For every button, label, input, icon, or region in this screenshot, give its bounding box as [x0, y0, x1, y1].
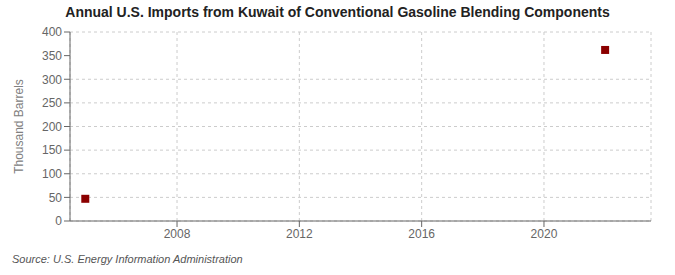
- html-text:Annual U.S. Imports from Kuwai: Annual U.S. Imports from Kuwait of Conve…: [65, 4, 610, 20]
- svg-text:2012: 2012: [286, 227, 313, 241]
- svg-text:2020: 2020: [531, 227, 558, 241]
- html-text:Source: U.S. Energy Informatio: Source: U.S. Energy Information Administ…: [12, 253, 243, 265]
- svg-text:300: 300: [42, 73, 62, 87]
- svg-text:400: 400: [42, 25, 62, 39]
- svg-text:250: 250: [42, 96, 62, 110]
- svg-text:2016: 2016: [408, 227, 435, 241]
- svg-text:100: 100: [42, 167, 62, 181]
- svg-text:150: 150: [42, 143, 62, 157]
- svg-text:50: 50: [49, 191, 63, 205]
- svg-text:0: 0: [55, 214, 62, 228]
- svg-text:200: 200: [42, 120, 62, 134]
- svg-text:Thousand Barrels: Thousand Barrels: [12, 79, 26, 174]
- svg-text:350: 350: [42, 49, 62, 63]
- svg-text:2008: 2008: [164, 227, 191, 241]
